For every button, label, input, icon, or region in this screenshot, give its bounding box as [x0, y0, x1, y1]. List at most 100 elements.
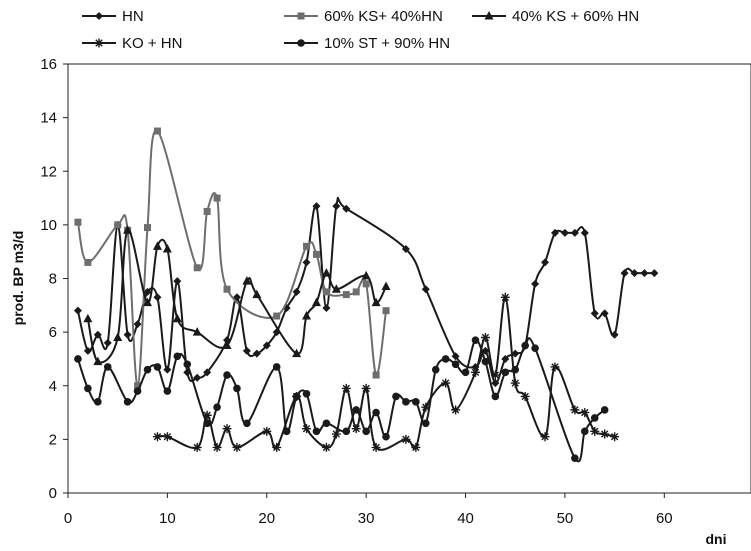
data-point — [541, 258, 550, 267]
data-point — [134, 382, 142, 390]
data-point — [382, 307, 390, 315]
data-point — [580, 228, 589, 237]
y-tick-label: 6 — [49, 324, 57, 341]
data-point — [600, 406, 609, 414]
data-point — [371, 442, 381, 452]
data-point — [173, 352, 182, 361]
data-point — [232, 442, 242, 452]
data-point — [292, 287, 301, 296]
data-point — [461, 368, 470, 377]
data-point — [233, 384, 241, 393]
data-point — [292, 392, 301, 401]
data-point — [480, 332, 490, 342]
y-tick-label: 0 — [49, 485, 57, 502]
data-point — [242, 276, 252, 285]
data-point — [252, 289, 262, 299]
data-point — [303, 242, 311, 250]
data-point — [610, 330, 619, 339]
data-point — [381, 281, 391, 291]
data-point — [510, 378, 520, 388]
data-point — [153, 127, 161, 135]
data-point — [392, 392, 400, 401]
data-point — [312, 250, 320, 258]
series-3 — [83, 225, 391, 366]
data-point — [123, 225, 133, 234]
data-point — [133, 387, 142, 395]
series-group — [73, 127, 659, 463]
data-point — [491, 392, 500, 401]
legend-item: KO + HN — [82, 35, 182, 52]
legend: HN 60% KS+ 40%HN 40% KS + 60% HN KO + HN 10%… — [82, 8, 639, 52]
data-point — [590, 309, 599, 318]
data-point — [501, 354, 510, 363]
data-point — [521, 341, 529, 350]
data-point — [352, 288, 360, 296]
legend-item: 60% KS+ 40%HN — [284, 8, 443, 25]
data-point — [282, 427, 291, 436]
data-point — [273, 312, 281, 320]
series-1 — [73, 196, 659, 388]
data-point — [322, 419, 331, 428]
legend-item: HN — [82, 8, 144, 25]
y-tick-label: 12 — [40, 163, 57, 180]
data-point — [570, 228, 579, 237]
data-point — [153, 363, 162, 371]
data-point — [421, 419, 430, 428]
x-tick-label: 40 — [457, 510, 474, 527]
data-point — [571, 454, 579, 462]
data-point — [183, 360, 192, 369]
data-point — [242, 346, 251, 355]
data-point — [610, 432, 620, 442]
data-point — [401, 245, 410, 254]
data-point — [222, 340, 232, 350]
data-point — [650, 269, 659, 278]
data-point — [600, 429, 610, 439]
data-point — [331, 429, 341, 439]
legend-item: 40% KS + 60% HN — [472, 8, 639, 25]
data-point — [361, 270, 371, 280]
data-point — [620, 269, 629, 278]
data-point — [600, 309, 609, 318]
data-point — [590, 426, 600, 436]
data-point — [441, 355, 450, 363]
data-point — [162, 432, 172, 442]
data-point — [203, 368, 212, 377]
data-point — [163, 387, 172, 395]
data-point — [292, 348, 302, 358]
data-point — [84, 384, 92, 393]
data-point — [123, 398, 132, 406]
data-point — [341, 383, 351, 393]
legend-label: HN — [122, 8, 144, 25]
data-point — [262, 341, 271, 350]
data-point — [640, 269, 649, 278]
series-line — [76, 196, 655, 385]
data-point — [93, 330, 102, 339]
data-point — [94, 398, 102, 406]
data-point — [252, 349, 261, 358]
data-point — [490, 370, 500, 380]
data-point — [243, 419, 251, 428]
data-point — [520, 391, 530, 401]
data-point — [223, 371, 231, 379]
x-tick-label: 30 — [358, 510, 375, 527]
data-point — [451, 405, 461, 415]
data-point — [321, 268, 331, 277]
data-point — [74, 355, 82, 363]
data-point — [630, 269, 639, 278]
data-point — [133, 320, 142, 329]
data-point — [382, 432, 390, 441]
data-point — [451, 352, 460, 361]
data-point — [103, 338, 112, 347]
data-point — [123, 330, 132, 339]
legend-marker — [484, 11, 494, 20]
data-point — [192, 442, 202, 452]
data-point — [222, 424, 232, 434]
data-point — [560, 228, 569, 237]
data-point — [223, 285, 231, 293]
data-point — [401, 434, 411, 444]
data-point — [202, 410, 212, 420]
data-point — [162, 244, 172, 253]
legend-label: KO + HN — [122, 35, 182, 52]
data-point — [321, 442, 331, 452]
data-point — [302, 258, 311, 267]
